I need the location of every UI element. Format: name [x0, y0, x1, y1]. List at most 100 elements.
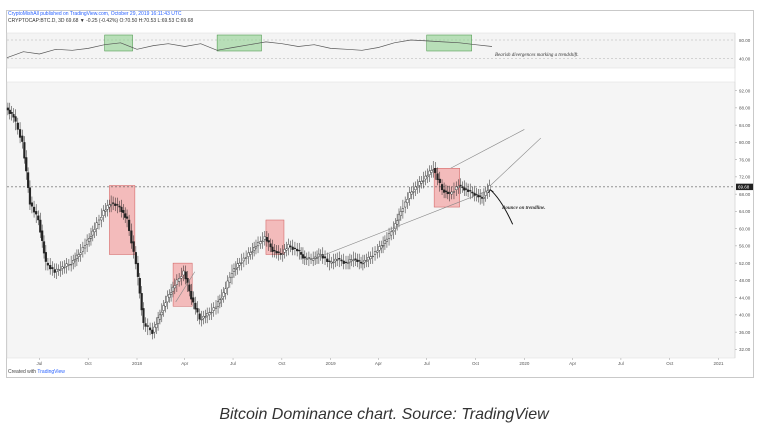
candle-body: [206, 313, 209, 317]
candle-body: [486, 190, 489, 193]
candle-body: [380, 245, 383, 249]
candle-body: [414, 186, 417, 191]
x-tick-label: Apr: [569, 361, 577, 366]
candle-body: [128, 219, 131, 231]
candle-body: [340, 259, 343, 262]
candle-body: [408, 192, 411, 199]
candle-body: [37, 215, 40, 221]
candle-body: [434, 168, 437, 174]
candle-body: [81, 247, 84, 252]
candle-body: [363, 259, 366, 263]
candle-body: [210, 311, 213, 314]
indicator-divergence-box: [426, 34, 472, 52]
price-y-tick-label: 72.00: [739, 175, 751, 180]
candle-body: [475, 193, 478, 196]
candle-body: [356, 259, 359, 262]
candle-body: [412, 191, 415, 193]
candle-body: [95, 222, 98, 229]
candle-body: [406, 199, 409, 203]
candle-body: [44, 252, 47, 262]
candle-body: [112, 202, 115, 204]
price-y-tick-label: 68.00: [739, 192, 751, 197]
price-y-tick-label: 88.00: [739, 106, 751, 111]
candle-body: [182, 270, 185, 276]
candle-body: [293, 247, 297, 250]
candle-body: [369, 256, 372, 260]
candle-body: [365, 260, 368, 262]
indicator-y-tick-label: 80.00: [739, 38, 751, 43]
candle-body: [16, 122, 19, 130]
candle-body: [307, 257, 311, 260]
candle-body: [124, 213, 127, 218]
x-tick-label: Jul: [424, 361, 430, 366]
candle-body: [330, 261, 333, 264]
candle-body: [65, 263, 68, 267]
candle-body: [319, 254, 322, 256]
candle-body: [299, 252, 303, 255]
candle-body: [373, 251, 377, 255]
candle-body: [267, 240, 270, 243]
candle-body: [245, 257, 248, 260]
candle-body: [404, 201, 407, 208]
candle-body: [173, 285, 176, 289]
candle-body: [418, 181, 421, 186]
candle-body: [104, 209, 107, 212]
candle-body: [67, 264, 70, 266]
chart-footer: Created with TradingView: [8, 369, 65, 375]
candle-body: [401, 208, 405, 212]
candle-body: [175, 279, 178, 285]
candle-body: [14, 116, 17, 122]
candle-body: [477, 195, 480, 198]
x-tick-label: Apr: [181, 361, 189, 366]
candle-body: [21, 135, 24, 142]
publisher-line: CryptoMishAll published on TradingView.c…: [8, 11, 182, 17]
price-y-tick-label: 60.00: [739, 226, 751, 231]
indicator-annotation: Bearish divergences marking a trendshift…: [495, 53, 579, 58]
candle-body: [178, 278, 181, 282]
candle-body: [134, 252, 137, 265]
candle-body: [75, 254, 79, 260]
symbol-line: CRYPTOCAP:BTC.D, 3D 69.68 ▼ -0.25 (-0.42…: [8, 18, 194, 24]
candle-body: [142, 308, 145, 323]
candle-body: [108, 204, 111, 208]
candle-body: [238, 262, 241, 266]
candle-body: [348, 259, 352, 263]
candle-body: [224, 288, 227, 294]
price-y-tick-label: 44.00: [739, 295, 751, 300]
candle-body: [296, 248, 299, 252]
candle-body: [32, 206, 36, 213]
candle-body: [249, 252, 252, 255]
candle-body: [387, 233, 391, 239]
candle-body: [277, 251, 280, 253]
candle-body: [169, 292, 173, 295]
candle-body: [212, 307, 215, 311]
price-y-tick-label: 56.00: [739, 244, 751, 249]
candle-body: [204, 316, 207, 318]
candle-body: [220, 297, 223, 300]
candle-body: [192, 297, 195, 303]
candle-body: [471, 191, 474, 194]
candle-body: [469, 190, 472, 192]
candle-body: [61, 266, 64, 269]
candle-body: [63, 266, 66, 269]
candle-body: [473, 192, 476, 196]
candle-body: [79, 252, 82, 255]
candle-body: [190, 290, 193, 300]
price-y-tick-label: 76.00: [739, 157, 751, 162]
current-value-label: 69.68: [738, 185, 750, 190]
candle-body: [230, 273, 234, 278]
bounce-arrow-head: [488, 189, 494, 194]
candle-body: [422, 180, 425, 182]
candle-body: [301, 254, 305, 259]
tradingview-link[interactable]: TradingView: [37, 369, 65, 375]
candle-body: [479, 195, 482, 197]
candle-body: [399, 211, 402, 216]
candle-body: [93, 229, 96, 233]
candle-body: [328, 260, 331, 262]
candle-body: [354, 258, 357, 260]
x-tick-label: 2018: [132, 361, 143, 366]
candle-body: [72, 259, 75, 264]
candle-body: [385, 238, 389, 242]
candle-body: [39, 219, 42, 233]
candle-body: [383, 240, 387, 244]
